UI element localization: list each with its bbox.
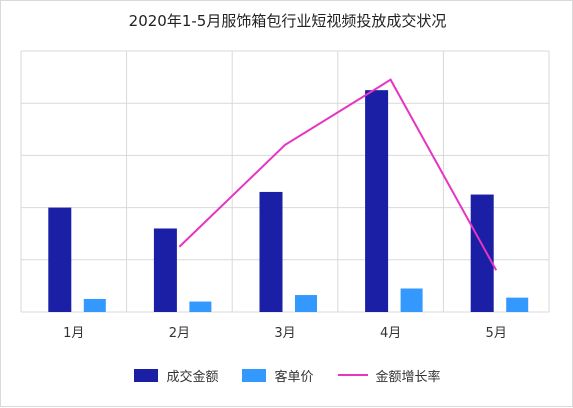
bar-2-4[interactable] [401,289,423,312]
legend-item-bar-1[interactable]: 成交金额 [134,366,218,385]
bar-series [48,90,528,312]
legend-swatch-line [338,374,368,376]
bar-2-5[interactable] [506,298,528,312]
bar-1-3[interactable] [260,192,283,312]
legend-item-bar-2[interactable]: 客单价 [242,366,313,385]
x-tick-label: 5月 [486,326,507,341]
bar-1-1[interactable] [48,208,71,312]
legend-item-line[interactable]: 金额增长率 [338,366,441,385]
x-tick-label: 2月 [169,326,190,341]
bar-2-2[interactable] [189,302,211,312]
grid-lines [21,51,549,312]
legend-label-line: 金额增长率 [376,366,441,385]
x-tick-label: 3月 [274,326,295,341]
legend-swatch-bar-2 [242,369,266,382]
x-tick-label: 4月 [380,326,401,341]
x-tick-label: 1月 [63,326,84,341]
legend-swatch-bar-1 [134,369,158,382]
legend: 成交金额 客单价 金额增长率 [1,364,573,386]
x-axis-ticks: 1月 2月 3月 4月 5月 [63,326,507,341]
bar-2-3[interactable] [295,295,317,312]
legend-label-bar-1: 成交金额 [166,366,218,385]
bar-2-1[interactable] [84,299,106,312]
bar-1-5[interactable] [471,195,494,312]
bar-1-2[interactable] [154,228,177,312]
legend-label-bar-2: 客单价 [274,366,313,385]
bar-1-4[interactable] [365,90,388,312]
